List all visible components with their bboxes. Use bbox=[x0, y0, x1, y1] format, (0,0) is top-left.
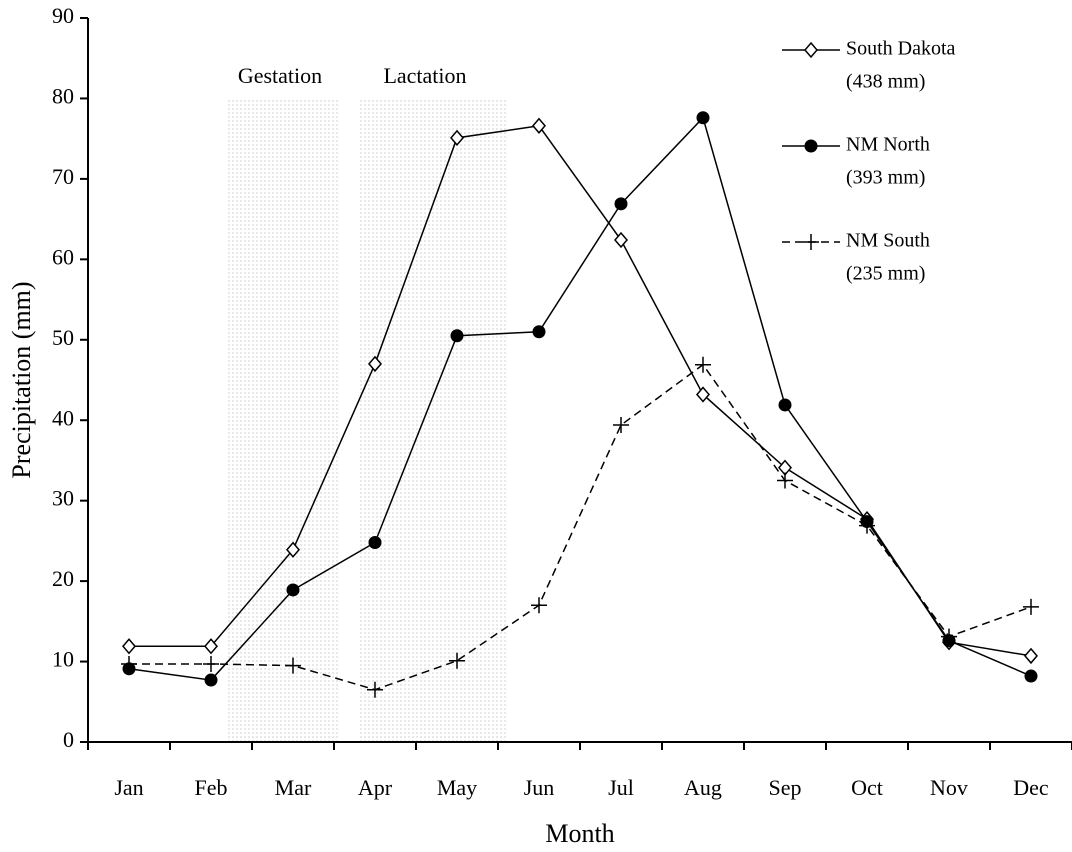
marker bbox=[778, 398, 792, 412]
x-tick-label: Jun bbox=[524, 775, 555, 800]
lactation-band bbox=[358, 100, 508, 742]
x-tick-label: Mar bbox=[275, 775, 312, 800]
marker bbox=[531, 597, 547, 614]
marker bbox=[941, 628, 957, 645]
x-tick-label: Sep bbox=[769, 775, 802, 800]
y-tick-label: 20 bbox=[52, 566, 74, 591]
y-tick-label: 50 bbox=[52, 325, 74, 350]
marker bbox=[532, 117, 546, 134]
x-tick-label: Oct bbox=[851, 775, 883, 800]
x-tick-label: Dec bbox=[1013, 775, 1049, 800]
x-tick-label: Nov bbox=[930, 775, 968, 800]
legend-note: (235 mm) bbox=[846, 263, 925, 285]
x-tick-label: Feb bbox=[195, 775, 228, 800]
marker bbox=[777, 472, 793, 489]
y-tick-label: 80 bbox=[52, 83, 74, 108]
marker bbox=[285, 657, 301, 674]
marker bbox=[613, 417, 629, 434]
series-line bbox=[128, 116, 1032, 681]
gestation-band bbox=[228, 100, 340, 742]
x-tick-label: Jul bbox=[608, 775, 634, 800]
marker bbox=[204, 638, 218, 655]
marker bbox=[696, 111, 710, 125]
x-tick-label: Jan bbox=[114, 775, 143, 800]
legend-label: South Dakota bbox=[846, 38, 956, 60]
marker bbox=[804, 41, 818, 59]
marker bbox=[804, 139, 818, 153]
y-axis-label: Precipitation (mm) bbox=[7, 281, 36, 478]
series-line bbox=[129, 363, 1032, 691]
marker bbox=[614, 231, 628, 249]
marker bbox=[614, 197, 628, 211]
series-line bbox=[129, 124, 1032, 657]
marker bbox=[449, 652, 465, 669]
marker bbox=[696, 386, 710, 403]
marker bbox=[367, 681, 383, 698]
x-tick-label: Apr bbox=[358, 775, 393, 800]
marker bbox=[203, 655, 219, 672]
legend-label: NM North bbox=[846, 134, 930, 156]
legend-note: (393 mm) bbox=[846, 167, 925, 189]
marker bbox=[803, 234, 819, 250]
y-tick-label: 10 bbox=[52, 647, 74, 672]
x-tick-label: Aug bbox=[684, 775, 722, 800]
x-axis-label: Month bbox=[545, 819, 614, 848]
marker bbox=[532, 325, 546, 339]
marker bbox=[695, 356, 711, 373]
marker bbox=[121, 655, 137, 672]
annotation: Gestation bbox=[238, 63, 322, 88]
marker bbox=[1024, 647, 1038, 665]
legend-label: NM South bbox=[846, 230, 930, 252]
y-tick-label: 30 bbox=[52, 486, 74, 511]
y-tick-label: 40 bbox=[52, 405, 74, 430]
marker bbox=[1023, 598, 1039, 615]
y-tick-label: 60 bbox=[52, 244, 74, 269]
marker bbox=[368, 355, 382, 373]
marker bbox=[368, 535, 382, 549]
y-tick-label: 70 bbox=[52, 164, 74, 189]
marker bbox=[286, 583, 300, 597]
marker bbox=[204, 673, 218, 687]
marker bbox=[122, 638, 136, 655]
marker bbox=[1024, 669, 1038, 683]
marker bbox=[286, 541, 300, 558]
marker bbox=[450, 329, 464, 343]
annotation: Lactation bbox=[383, 63, 466, 88]
marker bbox=[859, 517, 875, 534]
y-tick-label: 90 bbox=[52, 3, 74, 28]
x-tick-label: May bbox=[437, 775, 477, 800]
marker bbox=[450, 129, 464, 147]
legend-note: (438 mm) bbox=[846, 71, 925, 93]
y-tick-label: 0 bbox=[63, 727, 74, 752]
